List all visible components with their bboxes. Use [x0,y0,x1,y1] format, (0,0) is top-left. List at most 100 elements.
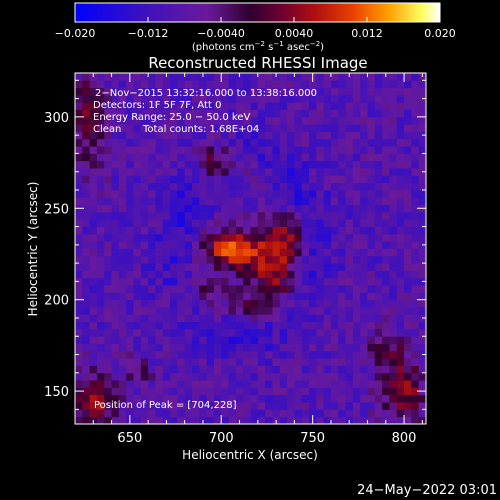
heatmap-cell [228,292,237,301]
heatmap-cell [323,146,332,154]
heatmap-cell [338,94,346,103]
heatmap-cell [301,109,310,118]
heatmap-cell [323,270,332,279]
heatmap-cell [367,94,376,103]
y-axis-label: Heliocentric Y (arcsec) [26,182,40,317]
heatmap-cell [104,343,112,352]
heatmap-cell [192,124,200,132]
heatmap-cell [323,409,332,418]
heatmap-cell [206,219,215,227]
heatmap-cell [294,248,303,257]
heatmap-cell [177,153,186,162]
heatmap-cell [272,102,281,110]
heatmap-cell [192,365,200,374]
heatmap-cell [177,270,186,279]
heatmap-cell [382,80,390,89]
heatmap-cell [243,350,251,359]
heatmap-cell [257,131,266,140]
heatmap-cell [199,182,208,191]
heatmap-cell [104,263,112,271]
heatmap-cell [82,336,91,344]
heatmap-cell [184,328,193,337]
heatmap-cell [411,241,420,249]
heatmap-cell [309,233,317,242]
heatmap-cell [118,116,127,125]
heatmap-cell [338,131,346,140]
heatmap-cell [250,94,259,103]
heatmap-cell [396,219,405,227]
heatmap-cell [126,94,134,103]
heatmap-cell [206,87,215,96]
heatmap-cell [301,285,310,293]
heatmap-cell [338,270,346,279]
heatmap-cell [382,263,390,271]
heatmap-cell [316,409,325,418]
heatmap-cell [104,255,112,264]
heatmap-cell [228,211,237,220]
heatmap-cell [382,328,390,337]
heatmap-cell [192,204,200,213]
heatmap-cell [301,233,310,242]
heatmap-cell [360,380,368,388]
heatmap-cell [140,190,149,198]
heatmap-cell [133,299,142,308]
heatmap-cell [316,365,325,374]
heatmap-cell [221,255,229,264]
heatmap-cell [243,153,251,162]
heatmap-cell [192,285,200,293]
heatmap-cell [360,387,368,396]
heatmap-cell [82,277,91,286]
heatmap-cell [162,365,171,374]
heatmap-cell [89,321,98,330]
heatmap-cell [389,248,398,257]
heatmap-cell [170,409,178,418]
heatmap-cell [184,299,193,308]
heatmap-cell [148,292,156,301]
heatmap-cell [272,226,281,235]
heatmap-cell [404,138,412,147]
heatmap-cell [96,124,105,132]
heatmap-cell [228,343,237,352]
heatmap-cell [162,277,171,286]
heatmap-cell [213,255,222,264]
heatmap-cell [272,190,281,198]
heatmap-cell [75,146,83,154]
heatmap-cell [133,182,142,191]
heatmap-cell [155,219,164,227]
heatmap-cell [96,146,105,154]
heatmap-cell [96,292,105,301]
heatmap-cell [111,343,120,352]
heatmap-cell [367,138,376,147]
heatmap-cell [111,102,120,110]
heatmap-cell [374,73,383,81]
heatmap-cell [170,380,178,388]
heatmap-cell [257,270,266,279]
heatmap-cell [330,328,339,337]
heatmap-cell [396,336,405,344]
heatmap-cell [104,168,112,176]
heatmap-cell [389,394,398,403]
heatmap-cell [126,402,134,410]
heatmap-cell [133,336,142,344]
heatmap-cell [389,124,398,132]
heatmap-cell [257,307,266,315]
heatmap-cell [140,409,149,418]
heatmap-cell [374,270,383,279]
heatmap-cell [228,409,237,418]
heatmap-cell [287,138,295,147]
heatmap-cell [265,350,273,359]
heatmap-cell [301,211,310,220]
heatmap-cell [389,416,398,425]
heatmap-cell [221,138,229,147]
heatmap-cell [75,87,83,96]
heatmap-cell [265,219,273,227]
heatmap-cell [316,131,325,140]
heatmap-cell [279,321,288,330]
heatmap-cell [301,343,310,352]
heatmap-cell [213,285,222,293]
heatmap-cell [389,343,398,352]
heatmap-cell [89,175,98,184]
heatmap-cell [360,248,368,257]
heatmap-cell [118,358,127,366]
energy-range-text: Energy Range: 25.0 − 50.0 keV [93,112,250,123]
